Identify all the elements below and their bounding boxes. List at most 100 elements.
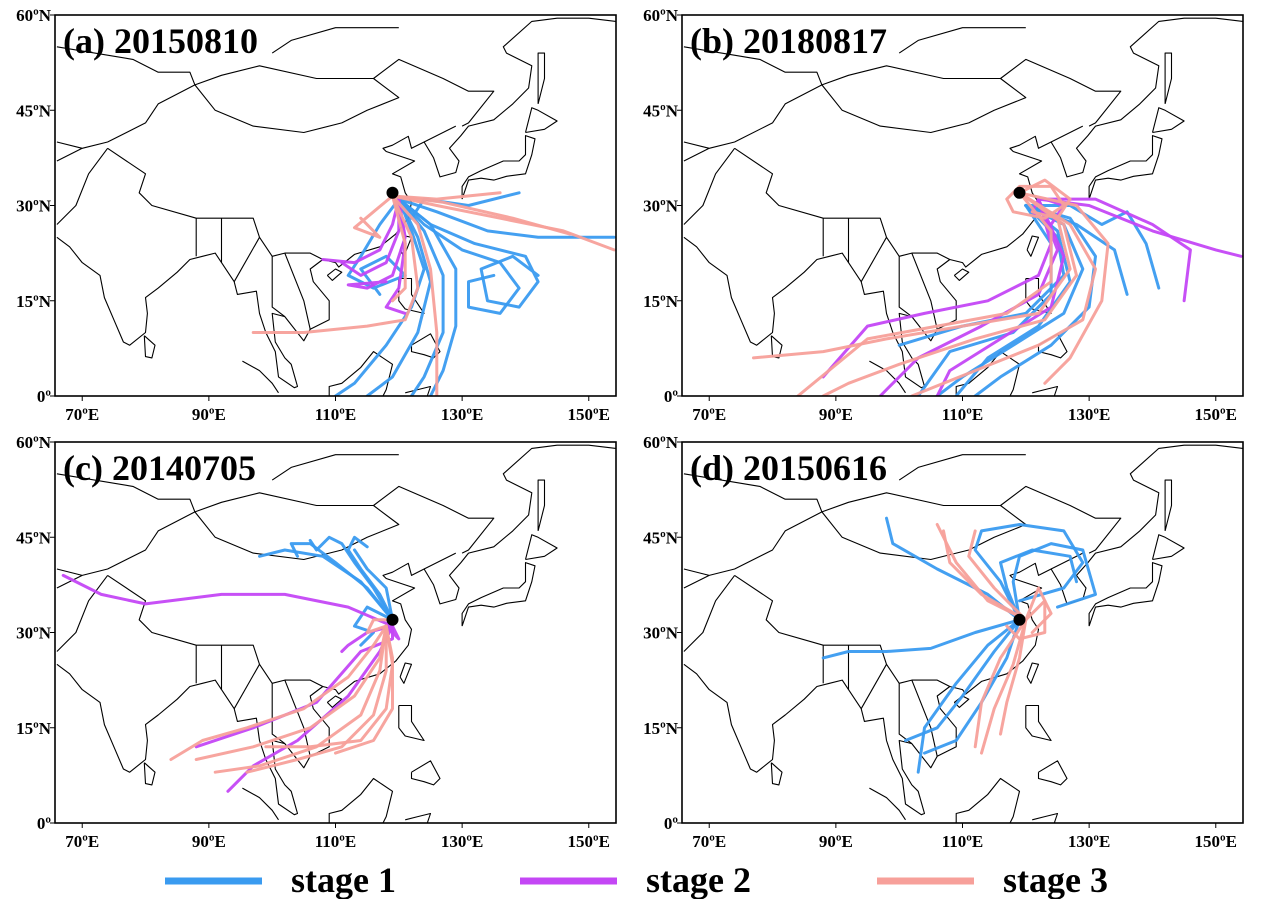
stage1-trajectory [289,542,394,622]
coastline [770,335,783,359]
lat-tick-label: 15ºN [643,719,679,738]
lat-tick-label: 0º [664,814,679,833]
coastline [1032,385,1059,396]
coastline [242,787,279,821]
stage3-trajectory [245,624,388,774]
stage3-trajectory [980,618,1028,755]
basemap-outlines [683,444,1243,823]
country-border [1000,58,1122,127]
country-border [233,237,260,282]
country-border [56,84,196,149]
stage3-trajectory [391,194,616,252]
stage3-trajectory [821,191,1078,396]
coastline [405,385,432,396]
lon-tick-label: 70ºE [65,832,99,851]
lat-tick-label: 60ºN [643,433,679,452]
country-border [898,454,1026,481]
coastline [410,760,441,786]
stage3-trajectory [973,618,1028,749]
lat-tick-label: 0º [37,814,52,833]
coastline [1037,760,1068,786]
stage2-trajectory [321,197,401,265]
country-border [683,147,736,225]
country-border [1050,125,1084,143]
country-border [56,575,109,652]
legend-label: stage 3 [1003,860,1108,899]
country-border [683,575,736,652]
stage3-trajectory [365,618,394,634]
coastline [1088,135,1163,200]
map-panel-b: 70ºE 90ºE 110ºE 130ºE 150ºE 0º 15ºN 30ºN 45ºN 60º… [643,6,1244,424]
stage1-trajectory [353,548,394,622]
country-border [56,511,196,576]
lon-tick-label: 70ºE [65,405,99,424]
lat-tick-label: 15ºN [16,719,52,738]
stage3-trajectory [169,624,388,761]
stage1-trajectory [904,618,1021,742]
lon-tick-label: 70ºE [692,405,726,424]
stage3-trajectory [752,191,1072,360]
lat-tick-label: 45ºN [16,101,52,120]
coastline [143,762,156,786]
panel-title: (c) 20140705 [63,448,256,488]
stage2-trajectory [194,624,394,749]
stage1-trajectory [353,605,394,647]
country-border [194,492,400,561]
country-border [56,574,83,589]
stage3-trajectory [796,191,1053,396]
coastline [537,479,546,532]
country-border [423,552,457,570]
stage3-trajectory [1024,586,1053,634]
stage3-trajectory [1018,178,1072,220]
stage1-trajectory [916,618,1021,774]
stage3-trajectory [353,194,394,239]
country-border [683,574,710,589]
stage3-trajectory [1005,184,1066,220]
stage1-trajectory [973,523,1085,622]
lat-tick-label: 15ºN [643,292,679,311]
country-border [271,256,286,318]
country-border [911,252,938,330]
lat-tick-label: 0º [664,387,679,406]
stage1-trajectory [365,197,432,396]
stage1-trajectory [973,204,1097,396]
lat-tick-label: 45ºN [16,528,52,547]
lon-tick-label: 150ºE [568,832,610,851]
coastline [326,268,343,281]
stage3-trajectory [391,194,439,396]
stage2-trajectory [61,573,394,628]
country-border [898,256,913,318]
coastline [56,444,616,816]
map-panel-c: 70ºE 90ºE 110ºE 130ºE 150ºE 0º 15ºN 30ºN 45ºN 60º… [16,433,617,851]
map-frame [681,14,1244,397]
stage1-trajectory [999,548,1078,622]
stage3-trajectory [1005,599,1047,641]
lat-tick-label: 30ºN [643,197,679,216]
coastline [683,17,1243,389]
map-panel-d: 70ºE 90ºE 110ºE 130ºE 150ºE 0º 15ºN 30ºN 45ºN 60º… [643,433,1244,851]
coastline [524,534,558,561]
coastline [770,762,783,786]
country-border [271,27,399,54]
stage2-trajectory [935,197,1066,396]
coastline [537,52,546,105]
lat-tick-label: 0º [37,387,52,406]
map-frame [681,441,1244,824]
country-border [373,485,495,554]
country-border [734,574,951,687]
country-border [271,683,286,745]
lon-tick-label: 110ºE [315,832,357,851]
country-border [56,147,109,225]
panel-title: (a) 20150810 [63,21,258,61]
stage3-trajectory [391,194,407,303]
receptor-site-marker [1013,186,1026,199]
stage3-trajectory [1018,191,1110,385]
coastline [1026,235,1040,257]
stage1-trajectory [397,197,445,396]
legend-label: stage 1 [291,860,396,899]
country-border [683,473,823,513]
coastline [1151,107,1185,134]
coastline [1026,662,1040,684]
lon-tick-label: 130ºE [441,832,483,851]
